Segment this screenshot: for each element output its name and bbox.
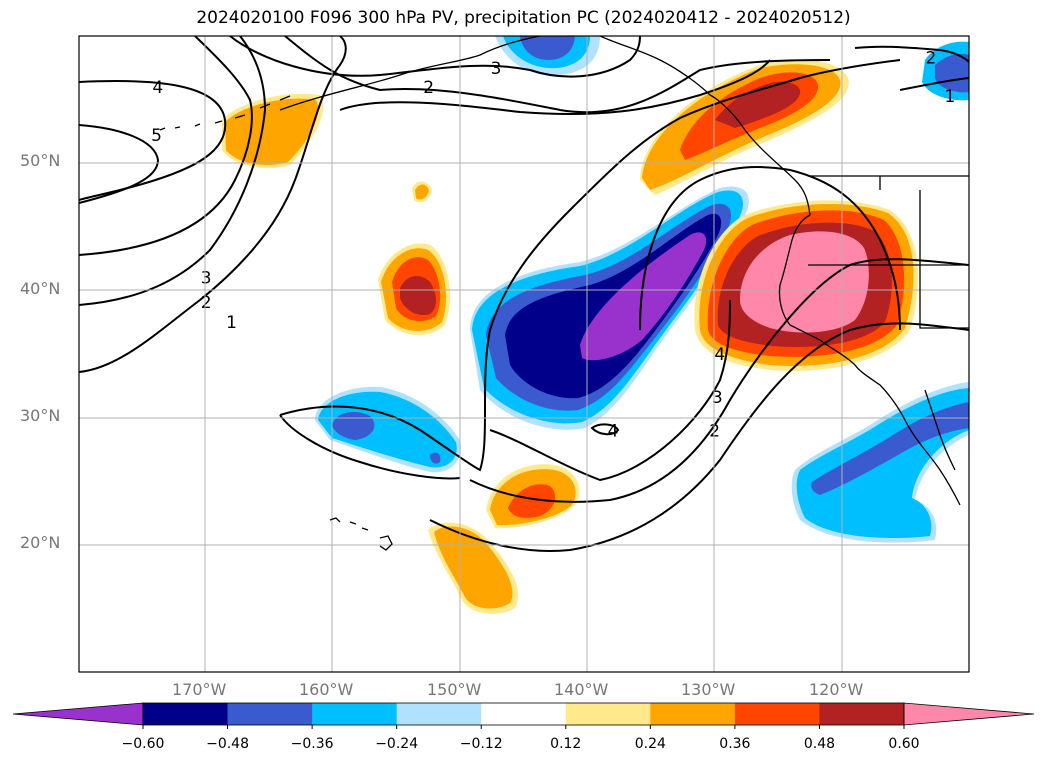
lon-label-120: 120°W bbox=[809, 680, 864, 699]
shade-royal-hi bbox=[332, 411, 375, 440]
pv-contour-4-nw bbox=[79, 80, 227, 201]
coast-hawaii bbox=[329, 517, 393, 551]
coast-aleutians bbox=[159, 95, 291, 131]
pv-contours bbox=[79, 36, 969, 552]
pv-contour-label-7: 4 bbox=[714, 345, 725, 365]
colorbar-tick-label-3: −0.24 bbox=[375, 736, 419, 752]
pv-contour-3-west bbox=[79, 36, 253, 256]
lon-label-130: 130°W bbox=[681, 680, 736, 699]
lat-label-20: 20°N bbox=[20, 533, 61, 552]
shade-orange-aleut bbox=[225, 98, 319, 165]
pv-contour-ne2 bbox=[899, 77, 969, 91]
colorbar-segment-5 bbox=[565, 703, 651, 725]
map-frame bbox=[78, 35, 970, 673]
shade-royal-mx bbox=[811, 402, 969, 495]
lon-label-140: 140°W bbox=[554, 680, 609, 699]
pv-contour-label-10: 4 bbox=[608, 421, 619, 441]
precipitation-shading bbox=[222, 36, 969, 614]
colorbar-segment-3 bbox=[396, 703, 482, 725]
shade-orange-18n bbox=[434, 526, 513, 609]
colorbar-tick-label-4: −0.12 bbox=[459, 736, 503, 752]
colorbar-tick-label-6: 0.24 bbox=[634, 736, 666, 752]
pv-contour-2-main bbox=[339, 59, 771, 115]
pv-contour-2-west bbox=[79, 36, 267, 306]
chart-title: 2024020100 F096 300 hPa PV, precipitatio… bbox=[196, 8, 851, 28]
pv-contour-label-3: 3 bbox=[491, 59, 502, 79]
pv-contour-3-sub bbox=[469, 258, 969, 503]
pv-contour-label-6: 1 bbox=[226, 313, 237, 333]
colorbar-extend-high bbox=[903, 702, 1035, 726]
pv-contour-label-2: 2 bbox=[423, 78, 434, 98]
pv-contour-3-ridge bbox=[489, 299, 731, 482]
colorbar-segment-2 bbox=[312, 703, 398, 725]
colorbar-tick-label-5: 0.12 bbox=[550, 736, 582, 752]
shade-brick-goa bbox=[715, 81, 801, 128]
shade-brick-mid bbox=[400, 276, 436, 316]
colorbar-tick-label-2: −0.36 bbox=[290, 736, 334, 752]
pv-contour-1-west bbox=[79, 36, 347, 373]
shade-red-25n bbox=[508, 484, 556, 518]
pv-contour-2-north bbox=[284, 36, 831, 114]
pv-contour-label-11: 2 bbox=[925, 49, 936, 69]
shade-pink-wc bbox=[740, 231, 869, 333]
lat-label-30: 30°N bbox=[20, 406, 61, 425]
shade-orange-small bbox=[415, 184, 429, 200]
colorbar-tick-label-1: −0.48 bbox=[206, 736, 249, 752]
lon-label-160: 160°W bbox=[299, 680, 354, 699]
colorbar-extend-low bbox=[12, 702, 144, 726]
shade-sky-hi bbox=[318, 391, 457, 468]
colorbar-tick-label-7: 0.36 bbox=[719, 736, 751, 752]
colorbar-segment-1 bbox=[227, 703, 313, 725]
pv-contour-label-4: 3 bbox=[201, 269, 212, 289]
shade-royal-hi2 bbox=[430, 452, 441, 464]
lon-label-150: 150°W bbox=[427, 680, 482, 699]
pv-contour-label-8: 3 bbox=[712, 388, 723, 408]
coast-alaska bbox=[279, 36, 961, 506]
lat-label-40: 40°N bbox=[20, 279, 61, 298]
lon-label-170: 170°W bbox=[172, 680, 227, 699]
lat-label-50: 50°N bbox=[20, 151, 61, 170]
colorbar-tick-label-9: 0.60 bbox=[888, 736, 920, 752]
colorbar-segment-4 bbox=[481, 703, 567, 725]
pv-contour-4-ridge bbox=[639, 166, 901, 331]
pv-contour-label-5: 2 bbox=[201, 293, 212, 313]
border-us-canada bbox=[808, 175, 969, 329]
coastlines bbox=[159, 36, 969, 551]
colorbar-segment-7 bbox=[734, 703, 820, 725]
pv-contour-3-north bbox=[229, 36, 641, 78]
colorbar-segment-8 bbox=[819, 703, 905, 725]
pv-contour-4-small bbox=[590, 423, 620, 436]
pv-contour-ne bbox=[854, 45, 969, 63]
colorbar-segment-6 bbox=[650, 703, 736, 725]
colorbar-tick-label-0: −0.60 bbox=[121, 736, 165, 752]
pv-contour-label-12: 1 bbox=[945, 87, 956, 107]
colorbar bbox=[12, 702, 1035, 729]
colorbar-frame bbox=[142, 702, 905, 726]
pv-contour-1-trough bbox=[279, 59, 901, 472]
pv-contour-label-9: 2 bbox=[709, 421, 720, 441]
pv-contour-2-sub bbox=[429, 322, 969, 552]
shade-purple-band bbox=[580, 232, 707, 361]
shade-royal-alaska bbox=[520, 36, 575, 60]
pv-contour-label-1: 5 bbox=[151, 126, 162, 146]
pv-contour-1-closed bbox=[279, 414, 461, 480]
colorbar-segment-0 bbox=[143, 703, 229, 725]
colorbar-tick-label-8: 0.48 bbox=[803, 736, 836, 752]
pv-contour-label-0: 4 bbox=[152, 78, 163, 98]
pv-contour-5-nw bbox=[79, 124, 160, 204]
